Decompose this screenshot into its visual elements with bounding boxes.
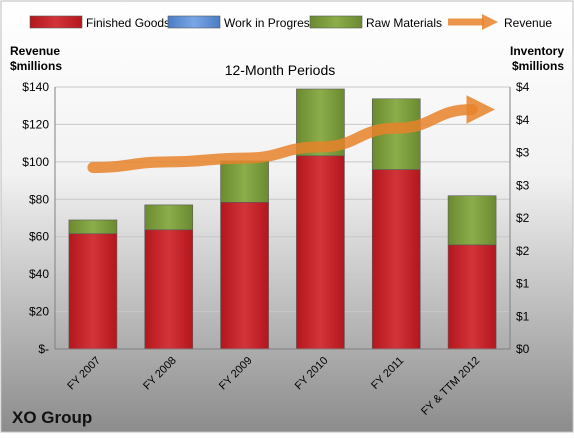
right-axis-title-line2: $millions — [512, 59, 564, 73]
right-axis-title-line1: Inventory — [510, 44, 564, 58]
legend-swatch-work-in-progress — [167, 15, 221, 29]
company-name: XO Group — [12, 408, 92, 427]
bar-finished-goods — [371, 169, 421, 350]
revenue-line — [87, 95, 495, 173]
legend-swatch-raw-materials — [309, 15, 363, 29]
left-tick-label: $80 — [29, 192, 49, 206]
left-tick-label: $20 — [29, 305, 49, 319]
right-tick-label: $2 — [516, 244, 530, 258]
right-axis-ticks: $0 $1 $1 $2 $2 $3 $3 $4 $4 — [516, 80, 530, 356]
left-axis-ticks: $- $20 $40 $60 $80 $100 $120 $140 — [22, 80, 49, 356]
right-tick-label: $1 — [516, 309, 530, 323]
left-tick-label: $- — [38, 342, 49, 356]
bar-finished-goods — [68, 233, 118, 350]
legend-label-revenue: Revenue — [504, 16, 552, 30]
left-tick-label: $40 — [29, 267, 49, 281]
right-tick-label: $3 — [516, 146, 530, 160]
left-tick-label: $60 — [29, 230, 49, 244]
right-tick-label: $1 — [516, 277, 530, 291]
chart-title: 12-Month Periods — [225, 62, 336, 78]
right-tick-label: $4 — [516, 80, 530, 94]
bars — [68, 88, 497, 350]
bar-raw-materials — [220, 160, 269, 203]
bar-finished-goods — [296, 155, 345, 350]
bar-finished-goods — [220, 201, 269, 350]
left-tick-label: $120 — [22, 117, 49, 131]
right-tick-label: $0 — [516, 342, 530, 356]
legend-label-raw-materials: Raw Materials — [366, 16, 442, 30]
left-tick-label: $140 — [22, 80, 49, 94]
bar-finished-goods — [447, 244, 497, 350]
right-tick-label: $3 — [516, 178, 530, 192]
axes — [54, 87, 511, 350]
bar-raw-materials — [144, 204, 194, 231]
legend: Finished Goods Work in Progress Raw Materi… — [29, 14, 552, 30]
bar-finished-goods — [144, 229, 194, 350]
legend-label-work-in-progress: Work in Progress — [224, 16, 316, 30]
legend-arrowhead-revenue — [482, 14, 498, 30]
right-tick-label: $4 — [516, 113, 530, 127]
bar-raw-materials — [447, 195, 497, 246]
legend-swatch-finished-goods — [29, 15, 83, 29]
left-axis-title-line2: $millions — [10, 59, 62, 73]
left-axis-title-line1: Revenue — [10, 44, 60, 58]
left-tick-label: $100 — [22, 155, 49, 169]
bar-raw-materials — [68, 219, 118, 235]
legend-label-finished-goods: Finished Goods — [86, 16, 170, 30]
revenue-series — [87, 95, 495, 173]
right-tick-label: $2 — [516, 211, 530, 225]
